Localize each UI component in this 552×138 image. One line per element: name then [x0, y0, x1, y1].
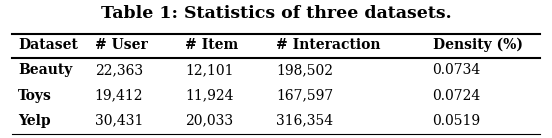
Text: Density (%): Density (%)	[433, 38, 523, 52]
Text: 12,101: 12,101	[185, 63, 234, 77]
Text: 167,597: 167,597	[276, 88, 333, 103]
Text: 22,363: 22,363	[95, 63, 143, 77]
Text: 0.0519: 0.0519	[433, 114, 481, 128]
Text: Dataset: Dataset	[18, 38, 78, 52]
Text: 19,412: 19,412	[95, 88, 144, 103]
Text: 30,431: 30,431	[95, 114, 143, 128]
Text: 0.0724: 0.0724	[433, 88, 481, 103]
Text: # Interaction: # Interaction	[276, 38, 380, 52]
Text: Yelp: Yelp	[18, 114, 50, 128]
Text: 20,033: 20,033	[185, 114, 233, 128]
Text: # Item: # Item	[185, 38, 238, 52]
Text: 11,924: 11,924	[185, 88, 234, 103]
Text: 316,354: 316,354	[276, 114, 333, 128]
Text: 0.0734: 0.0734	[433, 63, 481, 77]
Text: 198,502: 198,502	[276, 63, 333, 77]
Text: Table 1: Statistics of three datasets.: Table 1: Statistics of three datasets.	[100, 5, 452, 22]
Text: # User: # User	[95, 38, 147, 52]
Text: Toys: Toys	[18, 88, 52, 103]
Text: Beauty: Beauty	[18, 63, 72, 77]
